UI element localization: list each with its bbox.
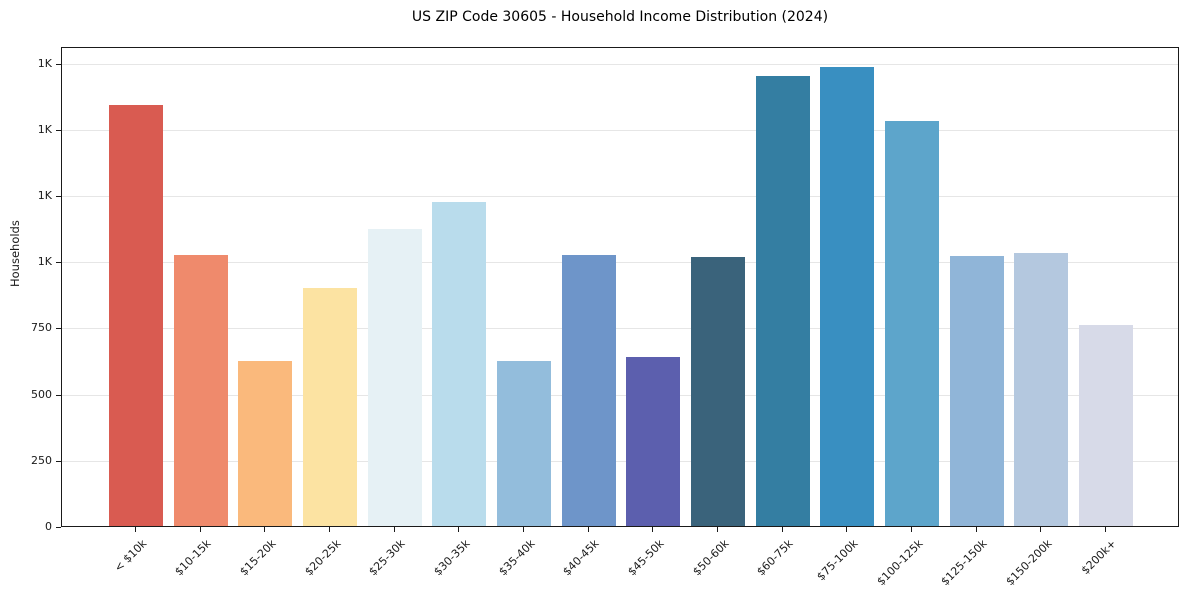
bar: [367, 229, 422, 526]
y-tick-mark: [56, 394, 61, 396]
x-tick-mark: [523, 527, 524, 532]
x-tick-label: $20-25k: [301, 537, 344, 579]
x-tick-label: $50-60k: [689, 537, 732, 579]
y-tick-label: 0: [45, 520, 52, 533]
x-tick-mark: [717, 527, 718, 532]
y-tick-mark: [56, 196, 61, 198]
plot-area: [61, 47, 1179, 527]
bar: [173, 254, 228, 526]
x-tick-label: $60-75k: [754, 537, 796, 579]
y-tick-mark: [56, 527, 61, 528]
y-tick-mark: [56, 63, 61, 65]
y-tick-label: 1K: [37, 122, 52, 136]
bar: [1079, 324, 1133, 526]
gridline: [62, 460, 1178, 462]
y-tick-label: 1K: [37, 189, 52, 203]
x-tick-label: $30-35k: [431, 537, 473, 579]
x-tick-mark: [652, 527, 654, 532]
x-tick-label: $15-20k: [237, 537, 279, 579]
gridline: [62, 63, 1178, 65]
y-tick-mark: [56, 129, 61, 131]
x-tick-mark: [458, 527, 460, 532]
chart-title: US ZIP Code 30605 - Household Income Dis…: [411, 9, 829, 25]
x-tick-mark: [393, 527, 395, 532]
x-tick-label: $40-45k: [560, 537, 602, 579]
bar: [755, 75, 810, 526]
x-tick-mark: [846, 527, 848, 532]
y-tick-mark: [56, 328, 61, 330]
y-tick-label: 1K: [37, 255, 52, 269]
bar: [691, 257, 745, 526]
x-tick-mark: [911, 527, 912, 532]
bar: [626, 356, 681, 526]
gridline: [62, 196, 1178, 198]
gridline: [62, 328, 1178, 330]
x-tick-mark: [587, 527, 589, 532]
x-tick-label: $25-30k: [366, 537, 408, 579]
gridline: [62, 394, 1178, 396]
x-tick-mark: [1040, 527, 1042, 532]
x-tick-mark: [135, 527, 136, 532]
y-tick-label: 250: [31, 453, 52, 467]
bar: [497, 360, 551, 526]
x-tick-label: $125-150k: [938, 537, 990, 589]
x-tick-mark: [264, 527, 266, 532]
bar: [238, 360, 293, 526]
x-tick-label: $200k+: [1079, 537, 1120, 578]
x-tick-label: $75-100k: [814, 537, 861, 584]
x-tick-mark: [975, 527, 977, 532]
x-tick-mark: [199, 527, 201, 532]
x-tick-label: $150-200k: [1003, 537, 1055, 589]
x-tick-mark: [781, 527, 783, 532]
gridline: [62, 129, 1178, 131]
x-tick-mark: [329, 527, 330, 532]
bar: [949, 255, 1004, 526]
x-tick-label: < $10k: [111, 537, 150, 575]
x-tick-label: $35-40k: [495, 537, 538, 579]
bar: [1014, 253, 1069, 526]
bar: [561, 254, 616, 526]
x-tick-label: $45-50k: [625, 537, 667, 579]
bar: [885, 120, 939, 526]
y-tick-label: 500: [31, 387, 52, 401]
y-tick-mark: [56, 262, 61, 264]
bar: [109, 105, 163, 526]
y-tick-mark: [56, 460, 61, 462]
x-tick-label: $10-15k: [172, 537, 214, 579]
bar: [820, 66, 875, 526]
y-tick-label: 1K: [37, 56, 52, 70]
x-tick-label: $100-125k: [874, 537, 926, 589]
x-tick-mark: [1105, 527, 1106, 532]
gridline: [62, 262, 1178, 264]
bar: [303, 287, 357, 526]
y-tick-label: 750: [31, 321, 52, 335]
bar: [432, 201, 487, 526]
